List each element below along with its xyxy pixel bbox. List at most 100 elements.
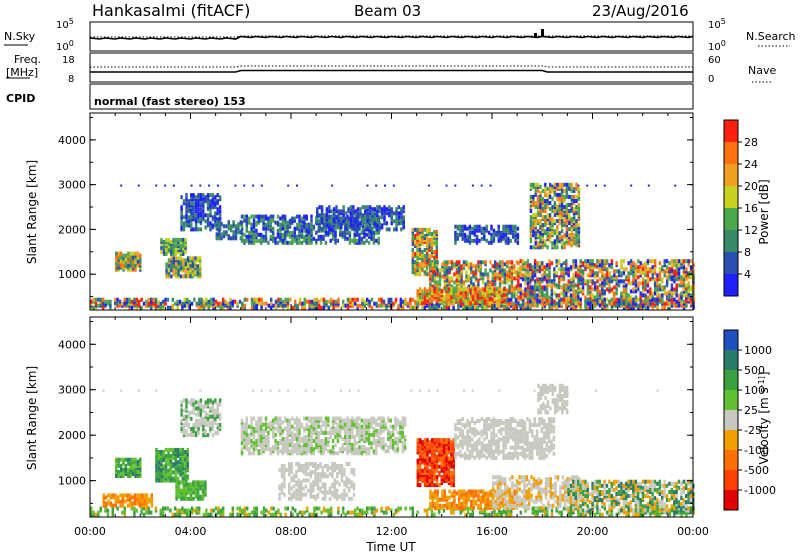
- power-cell: [545, 267, 549, 272]
- power-cell: [209, 223, 212, 228]
- power-cell: [343, 228, 347, 233]
- power-cell: [154, 297, 158, 302]
- power-cell: [568, 184, 571, 189]
- velocity-cell: [194, 490, 197, 495]
- power-cell: [649, 297, 652, 302]
- power-cell: [541, 239, 545, 244]
- freq-trace: [90, 69, 693, 73]
- power-cell: [124, 253, 128, 258]
- power-cell: [482, 276, 485, 281]
- power-cell: [491, 270, 494, 275]
- velocity-cell: [582, 512, 585, 517]
- power-cell: [529, 219, 533, 224]
- velocity-cell: [119, 503, 122, 508]
- power-cell: [260, 232, 263, 237]
- velocity-cell: [373, 512, 376, 517]
- power-cell: [342, 205, 345, 210]
- power-cell: [375, 230, 378, 235]
- power-cell: [284, 230, 287, 235]
- power-cell: [218, 205, 222, 210]
- power-cell: [192, 195, 195, 200]
- velocity-cell: [469, 512, 472, 517]
- power-cell: [274, 240, 277, 245]
- power-cell: [507, 228, 510, 233]
- power-cell: [615, 283, 618, 288]
- power-cell: [553, 213, 557, 218]
- power-cell: [534, 188, 537, 193]
- power-cell: [606, 305, 609, 310]
- velocity-cell: [171, 512, 174, 517]
- velocity-cell: [179, 468, 182, 473]
- power-cell: [428, 258, 431, 263]
- power-cell: [159, 301, 162, 306]
- power-cell: [653, 297, 657, 302]
- power-cell: [243, 232, 246, 237]
- power-cell: [336, 238, 340, 243]
- power-cell: [649, 287, 652, 292]
- velocity-cell: [177, 482, 181, 487]
- velocity-cell: [127, 461, 130, 466]
- velocity-cell: [175, 496, 178, 501]
- power-cell: [500, 289, 503, 294]
- velocity-cell: [493, 512, 496, 517]
- velocity-cell: [471, 508, 474, 513]
- power-cell: [498, 276, 502, 281]
- velocity-cell: [104, 508, 107, 513]
- power-cell: [467, 274, 470, 279]
- power-cell: [568, 215, 571, 220]
- power-cell: [474, 299, 477, 304]
- velocity-cell: [167, 456, 170, 461]
- power-cell: [119, 263, 123, 268]
- power-cell: [565, 267, 568, 272]
- power-cell: [446, 260, 449, 265]
- velocity-cell: [534, 508, 537, 513]
- power-cell: [668, 297, 671, 302]
- power-cell: [615, 279, 618, 284]
- power-cell: [329, 238, 332, 243]
- power-cell: [334, 238, 337, 243]
- power-cell: [556, 196, 559, 201]
- velocity-cell: [102, 497, 105, 502]
- power-cell: [187, 219, 191, 224]
- power-cell: [452, 293, 455, 298]
- power-cell: [613, 291, 616, 296]
- colorbar-tick-label: 12: [744, 224, 758, 237]
- power-cell: [276, 240, 280, 245]
- power-cell: [383, 209, 386, 214]
- velocity-cell: [498, 512, 501, 517]
- freq-strip-frame: [89, 52, 694, 83]
- power-cell: [205, 297, 208, 302]
- power-cell: [529, 223, 533, 228]
- power-cell: [174, 252, 178, 256]
- power-cell: [544, 205, 547, 209]
- power-cell: [473, 238, 476, 243]
- power-cell: [90, 299, 93, 304]
- power-cell: [538, 283, 542, 288]
- power-cell: [506, 264, 509, 269]
- power-cell: [197, 193, 200, 198]
- power-cell: [342, 213, 345, 218]
- velocity-cell: [122, 470, 125, 474]
- power-cell: [541, 199, 545, 203]
- power-cell: [548, 295, 551, 300]
- colorbar-swatch: [724, 230, 738, 252]
- nsky-tick-top: 105: [56, 17, 74, 31]
- power-cell: [570, 188, 573, 193]
- power-cell: [402, 205, 405, 210]
- power-cell: [665, 291, 669, 296]
- power-cell: [482, 280, 485, 285]
- velocity-cell: [189, 492, 193, 497]
- power-cell: [668, 289, 671, 294]
- power-cell: [355, 238, 359, 243]
- power-cell: [462, 297, 465, 302]
- power-cell: [546, 205, 549, 209]
- power-cell: [431, 270, 434, 275]
- power-cell: [332, 209, 336, 214]
- power-cell: [466, 234, 469, 239]
- power-cell: [543, 275, 546, 280]
- power-cell: [529, 291, 532, 296]
- power-cell: [400, 227, 403, 232]
- power-cell: [577, 279, 580, 284]
- velocity-cell: [129, 461, 132, 466]
- power-cell: [625, 299, 628, 304]
